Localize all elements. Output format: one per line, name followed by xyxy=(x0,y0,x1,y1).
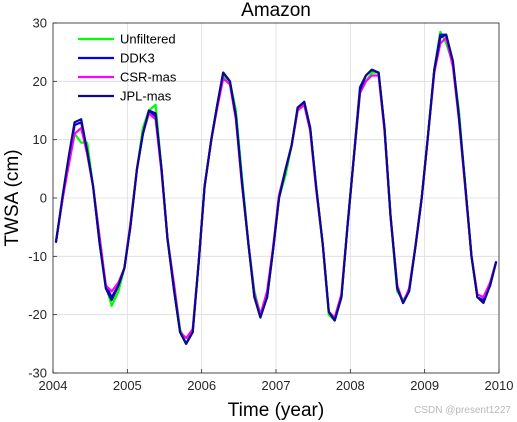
y-tick-label: 20 xyxy=(33,74,47,89)
x-tick-label: 2006 xyxy=(187,378,216,393)
x-tick-label: 2010 xyxy=(485,378,514,393)
y-axis-title: TWSA (cm) xyxy=(2,149,23,246)
legend-label: JPL-mas xyxy=(120,89,172,104)
y-tick-label: -30 xyxy=(28,366,47,381)
axis-ticks: 2004 2005 2006 2007 2008 2009 2010 -30 -20 -10 0 10… xyxy=(28,16,513,394)
y-tick-label: -10 xyxy=(28,249,47,264)
series-lines xyxy=(54,30,498,345)
legend-label: Unfiltered xyxy=(120,32,176,47)
chart-title: Amazon xyxy=(241,0,311,21)
y-tick-label: 0 xyxy=(40,191,47,206)
series-line-jpl-mas xyxy=(54,33,498,345)
x-tick-label: 2007 xyxy=(262,378,291,393)
x-tick-label: 2009 xyxy=(410,378,439,393)
y-tick-label: 10 xyxy=(33,132,47,147)
y-tick-label: 30 xyxy=(33,16,47,31)
x-tick-label: 2004 xyxy=(39,378,68,393)
x-axis-title: Time (year) xyxy=(228,400,324,421)
legend-label: DDK3 xyxy=(120,51,155,66)
watermark: CSDN @present1227 xyxy=(414,405,511,416)
x-tick-label: 2005 xyxy=(113,378,142,393)
x-tick-label: 2008 xyxy=(336,378,365,393)
legend: Unfiltered DDK3 CSR-mas JPL-mas xyxy=(78,32,177,104)
y-tick-label: -20 xyxy=(28,307,47,322)
legend-label: CSR-mas xyxy=(120,70,177,85)
